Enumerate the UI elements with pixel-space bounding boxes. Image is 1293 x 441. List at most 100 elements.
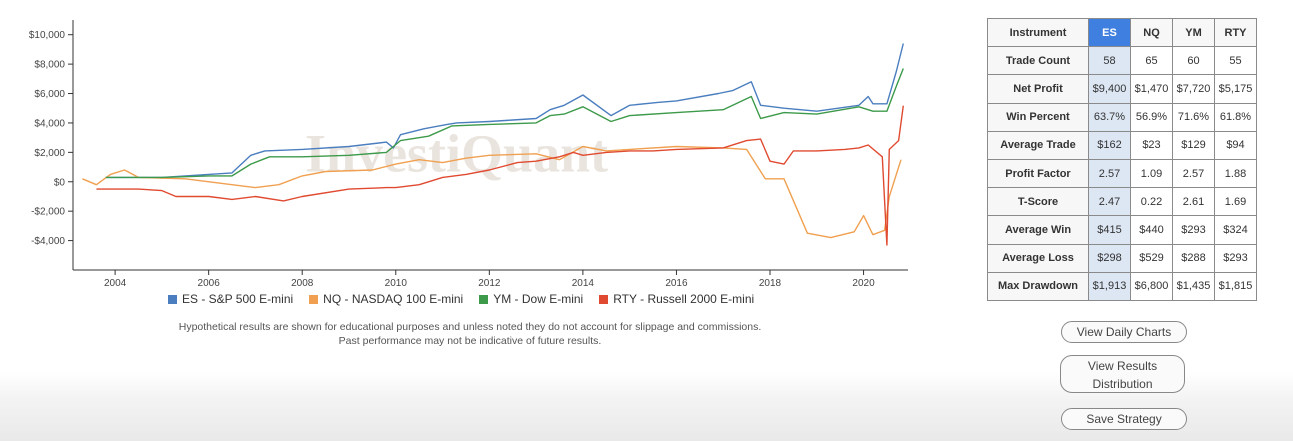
stats-cell: 58 <box>1088 46 1131 76</box>
stats-row-label: Net Profit <box>987 74 1089 104</box>
x-tick-label: 2008 <box>291 278 314 289</box>
view-daily-charts-label: View Daily Charts <box>1076 325 1172 339</box>
stats-cell: $293 <box>1172 215 1215 245</box>
view-results-label-line-1: View Results <box>1087 359 1158 373</box>
view-results-distribution-button[interactable]: View Results Distribution <box>1060 355 1185 393</box>
disclaimer-line-2: Past performance may not be indicative o… <box>338 335 602 347</box>
legend-label-ym: YM - Dow E-mini <box>493 292 584 306</box>
stats-cell: $162 <box>1088 130 1131 160</box>
stats-cell: $440 <box>1130 215 1173 245</box>
stats-cell: $1,913 <box>1088 271 1131 301</box>
legend-item-rty[interactable]: RTY - Russell 2000 E-mini <box>599 292 754 306</box>
stats-cell: $1,435 <box>1172 271 1215 301</box>
stats-cell: 65 <box>1130 46 1173 76</box>
x-tick-label: 2016 <box>665 278 688 289</box>
x-tick-label: 2012 <box>478 278 501 289</box>
disclaimer: Hypothetical results are shown for educa… <box>100 320 840 348</box>
y-tick-label: $2,000 <box>34 148 65 159</box>
stats-row-label: T-Score <box>987 187 1089 217</box>
stats-header-es[interactable]: ES <box>1088 17 1131 48</box>
stats-cell: $298 <box>1088 243 1131 273</box>
x-tick-label: 2006 <box>198 278 221 289</box>
stats-cell: 56.9% <box>1130 102 1173 132</box>
stats-row-profit-factor: Profit Factor 2.57 1.09 2.57 1.88 <box>987 158 1257 189</box>
save-strategy-label: Save Strategy <box>1086 412 1162 426</box>
equity-chart: InvestiQuant $10,000 $8,000 $6,000 $4,000 $2… <box>29 20 908 289</box>
stats-row-label: Trade Count <box>987 46 1089 76</box>
stats-cell: $324 <box>1214 215 1257 245</box>
stats-cell: 0.22 <box>1130 187 1173 217</box>
stats-header-rty[interactable]: RTY <box>1214 17 1257 48</box>
stats-cell: 2.61 <box>1172 187 1215 217</box>
y-tick-label: $8,000 <box>34 60 65 71</box>
save-strategy-button[interactable]: Save Strategy <box>1061 408 1187 430</box>
stats-cell: $7,720 <box>1172 74 1215 104</box>
stats-row-label: Profit Factor <box>987 158 1089 189</box>
x-tick-label: 2010 <box>385 278 408 289</box>
y-tick-label: $10,000 <box>29 30 66 41</box>
view-results-label-line-2: Distribution <box>1092 377 1153 391</box>
stats-row-average-win: Average Win $415 $440 $293 $324 <box>987 215 1257 245</box>
stats-cell: 2.47 <box>1088 187 1131 217</box>
legend-label-rty: RTY - Russell 2000 E-mini <box>613 292 755 306</box>
stats-cell: 63.7% <box>1088 102 1131 132</box>
stats-cell: $23 <box>1130 130 1173 160</box>
stats-row-label: Win Percent <box>987 102 1089 132</box>
stats-cell: 60 <box>1172 46 1215 76</box>
stats-row-label: Max Drawdown <box>987 271 1089 301</box>
stats-cell: 71.6% <box>1172 102 1215 132</box>
stats-table: Instrument ES NQ YM RTY Trade Count 58 6… <box>987 17 1257 301</box>
stats-row-label: Average Loss <box>987 243 1089 273</box>
stats-row-t-score: T-Score 2.47 0.22 2.61 1.69 <box>987 187 1257 217</box>
series-line-nq <box>82 145 902 239</box>
stats-row-net-profit: Net Profit $9,400 $1,470 $7,720 $5,175 <box>987 74 1257 104</box>
stats-row-label: Average Win <box>987 215 1089 245</box>
y-tick-label: -$2,000 <box>31 207 65 218</box>
x-tick-label: 2014 <box>572 278 595 289</box>
legend-item-es[interactable]: ES - S&P 500 E-mini <box>168 292 293 306</box>
legend-swatch-es <box>168 294 177 304</box>
stats-cell: 1.69 <box>1214 187 1257 217</box>
stats-cell: $129 <box>1172 130 1215 160</box>
stats-cell: 1.09 <box>1130 158 1173 189</box>
stats-cell: $529 <box>1130 243 1173 273</box>
stats-cell: 55 <box>1214 46 1257 76</box>
series-line-rty <box>96 105 904 246</box>
view-daily-charts-button[interactable]: View Daily Charts <box>1061 321 1187 343</box>
x-tick-label: 2004 <box>104 278 127 289</box>
stats-cell: $1,815 <box>1214 271 1257 301</box>
stats-header-ym[interactable]: YM <box>1172 17 1215 48</box>
legend-swatch-nq <box>309 294 319 304</box>
x-tick-label: 2018 <box>759 278 782 289</box>
stats-row-average-loss: Average Loss $298 $529 $288 $293 <box>987 243 1257 273</box>
legend-swatch-ym <box>479 294 489 304</box>
chart-legend: ES - S&P 500 E-mini NQ - NASDAQ 100 E-mi… <box>168 292 754 306</box>
stats-cell: $5,175 <box>1214 74 1257 104</box>
stats-row-trade-count: Trade Count 58 65 60 55 <box>987 46 1257 76</box>
legend-label-es: ES - S&P 500 E-mini <box>182 292 294 306</box>
stats-row-average-trade: Average Trade $162 $23 $129 $94 <box>987 130 1257 160</box>
legend-item-nq[interactable]: NQ - NASDAQ 100 E-mini <box>309 292 463 306</box>
series-line-ym <box>105 68 904 179</box>
legend-swatch-rty <box>599 294 609 304</box>
stats-row-win-percent: Win Percent 63.7% 56.9% 71.6% 61.8% <box>987 102 1257 132</box>
stats-cell: $94 <box>1214 130 1257 160</box>
x-tick-label: 2020 <box>852 278 875 289</box>
y-tick-label: $6,000 <box>34 89 65 100</box>
y-tick-label: -$4,000 <box>31 236 65 247</box>
stats-header-nq[interactable]: NQ <box>1130 17 1173 48</box>
y-tick-label: $0 <box>54 177 66 188</box>
stats-cell: 61.8% <box>1214 102 1257 132</box>
legend-item-ym[interactable]: YM - Dow E-mini <box>479 292 583 306</box>
stats-cell: 1.88 <box>1214 158 1257 189</box>
stats-cell: $6,800 <box>1130 271 1173 301</box>
y-tick-label: $4,000 <box>34 118 65 129</box>
stats-header-label: Instrument <box>987 17 1089 48</box>
watermark-logo: InvestiQuant <box>305 123 608 183</box>
stats-cell: $415 <box>1088 215 1131 245</box>
stats-cell: $1,470 <box>1130 74 1173 104</box>
stats-row-max-drawdown: Max Drawdown $1,913 $6,800 $1,435 $1,815 <box>987 271 1257 301</box>
stats-cell: $288 <box>1172 243 1215 273</box>
stats-row-label: Average Trade <box>987 130 1089 160</box>
stats-cell: 2.57 <box>1172 158 1215 189</box>
